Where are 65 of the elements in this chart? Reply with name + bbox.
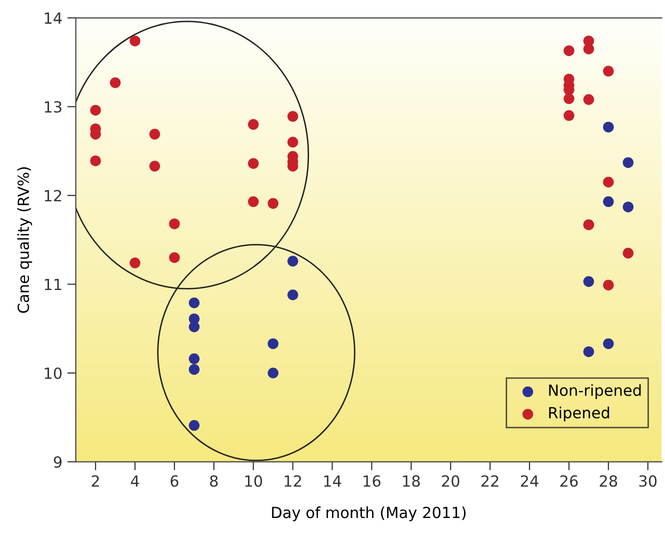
- x-tick-label: 2: [92, 475, 99, 487]
- point: [603, 176, 614, 188]
- x-tick-label: 24: [520, 475, 538, 487]
- point: [248, 196, 259, 208]
- y-tick-label: 11: [44, 278, 62, 290]
- point: [130, 258, 140, 268]
- y-tick-label: 14: [44, 12, 62, 24]
- x-tick-label: 30: [639, 475, 657, 487]
- x-tick-label: 18: [403, 475, 420, 487]
- point: [130, 36, 140, 46]
- point: [268, 368, 278, 378]
- point: [110, 77, 121, 88]
- point: [169, 252, 180, 263]
- point: [287, 136, 298, 148]
- legend-label: Non-ripened: [549, 384, 641, 399]
- point: [287, 290, 298, 300]
- x-tick-label: 16: [364, 475, 380, 487]
- y-tick-label: 9: [54, 456, 62, 468]
- x-tick-label: 26: [560, 475, 578, 487]
- point: [583, 44, 594, 54]
- x-tick-label: 28: [600, 475, 618, 487]
- point: [188, 297, 200, 308]
- point: [603, 122, 614, 132]
- y-tick-label: 12: [44, 190, 62, 202]
- point: [248, 119, 259, 130]
- point: [287, 111, 298, 122]
- point: [248, 158, 259, 169]
- point: [603, 196, 614, 208]
- x-tick-label: 10: [245, 475, 262, 487]
- point: [583, 276, 594, 287]
- point: [188, 353, 200, 364]
- x-tick-label: 8: [210, 475, 218, 487]
- point: [287, 256, 298, 267]
- x-tick-label: 14: [324, 475, 342, 487]
- legend-label: Ripened: [549, 406, 610, 422]
- point: [564, 45, 574, 56]
- point: [583, 346, 594, 358]
- point: [603, 66, 614, 77]
- x-tick-label: 20: [442, 475, 460, 487]
- point: [603, 280, 614, 290]
- point: [268, 198, 278, 209]
- point: [564, 93, 574, 104]
- point: [622, 248, 634, 259]
- x-axis-title: Day of month (May 2011): [272, 506, 466, 522]
- y-axis-title: Cane quality (RV%): [17, 167, 32, 313]
- point: [149, 160, 160, 172]
- point: [583, 94, 594, 105]
- point: [188, 321, 200, 332]
- x-tick-label: 4: [130, 475, 139, 487]
- x-tick-label: 6: [170, 475, 178, 487]
- point: [622, 157, 634, 168]
- point: [90, 104, 101, 116]
- point: [188, 420, 200, 431]
- point: [169, 218, 180, 230]
- point: [603, 338, 614, 350]
- y-tick-label: 13: [44, 101, 62, 113]
- point: [90, 155, 101, 166]
- point: [268, 338, 278, 350]
- x-tick-label: 22: [481, 475, 498, 487]
- point: [188, 364, 200, 375]
- point: [622, 202, 634, 212]
- y-tick-label: 10: [44, 367, 62, 380]
- x-tick-label: 12: [284, 475, 301, 487]
- point: [564, 110, 574, 121]
- point: [149, 128, 160, 140]
